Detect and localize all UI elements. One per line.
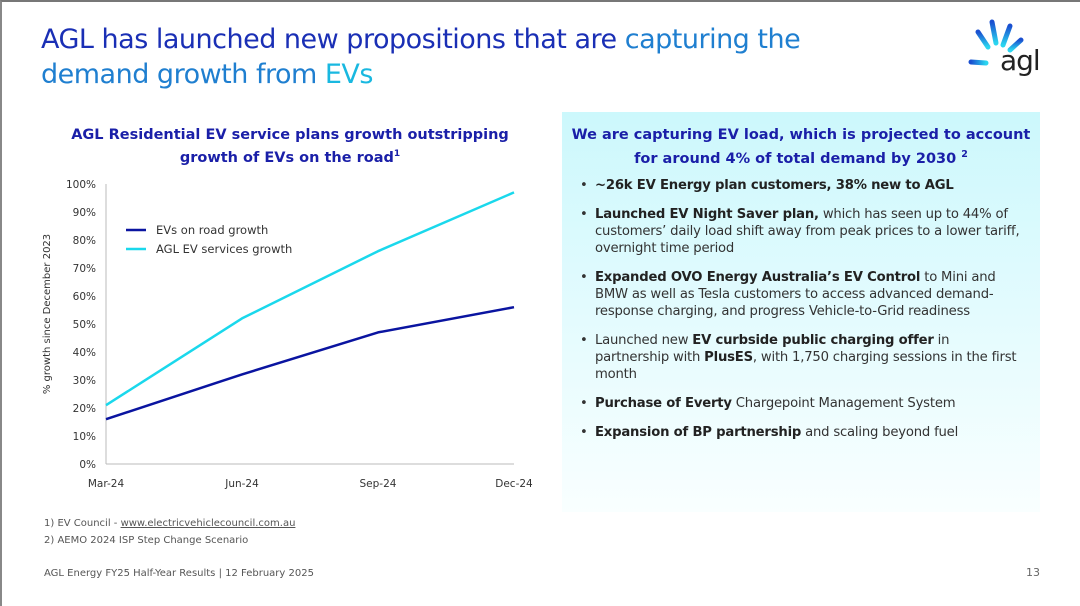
bullet-item: ~26k EV Energy plan customers, 38% new t… [580, 177, 1025, 194]
bullet-text: in partnership with [595, 333, 950, 365]
page-title: AGL has launched new propositions that a… [41, 22, 801, 92]
panel-title: We are capturing EV load, which is proje… [562, 126, 1040, 169]
y-tick-label: 80% [73, 235, 96, 247]
bullet-bold: Purchase of Everty [595, 396, 732, 411]
y-tick-label: 10% [73, 431, 96, 443]
chart-title: AGL Residential EV service plans growth … [40, 126, 540, 168]
bullet-item: Expanded OVO Energy Australia’s EV Contr… [580, 269, 1025, 320]
series-line-evs-on-road [105, 305, 515, 421]
series-group [105, 191, 515, 421]
x-tick-label: Sep-24 [360, 478, 397, 490]
y-tick-label: 40% [73, 347, 96, 359]
y-axis-label: % growth since December 2023 [42, 234, 53, 394]
footnote-1-link[interactable]: www.electricvehiclecouncil.com.au [120, 518, 296, 529]
title-part-4: EVs [324, 59, 374, 90]
y-tick-label: 70% [73, 263, 96, 275]
y-tick-label: 60% [73, 291, 96, 303]
y-tick-label: 20% [73, 403, 96, 415]
highlights-panel: We are capturing EV load, which is proje… [562, 112, 1040, 512]
bullet-item: Expansion of BP partnership and scaling … [580, 424, 1025, 441]
bullet-item: Launched new EV curbside public charging… [580, 332, 1025, 383]
bullet-text: Launched new [595, 333, 693, 348]
title-part-1: AGL has launched new propositions that a… [41, 24, 625, 55]
x-tick-label: Mar-24 [88, 478, 125, 490]
agl-logo-text: agl [1000, 44, 1041, 77]
bullet-bold: ~26k EV Energy plan customers, 38% new t… [595, 178, 954, 193]
bullet-bold: Launched EV Night Saver plan, [595, 207, 819, 222]
bullet-text: Chargepoint Management System [731, 396, 956, 411]
highlights-list: ~26k EV Energy plan customers, 38% new t… [580, 177, 1025, 453]
panel-title-footnote: 2 [961, 149, 968, 160]
footnote-1-text: 1) EV Council - [44, 518, 121, 529]
legend-label: AGL EV services growth [156, 242, 292, 256]
title-part-2: capturing the [624, 24, 801, 55]
chart-title-footnote: 1 [393, 149, 401, 159]
footnote-1: 1) EV Council - www.electricvehiclecounc… [44, 515, 295, 532]
bullet-bold: Expansion of BP partnership [595, 425, 802, 440]
bullet-item: Purchase of Everty Chargepoint Managemen… [580, 395, 1025, 412]
title-part-3: demand growth from [41, 59, 325, 90]
x-axis-ticks: Mar-24 Jun-24 Sep-24 Dec-24 [88, 478, 533, 490]
line-chart: 0% 10% 20% 30% 40% 50% 60% 70% 80% 90% 100% Mar-24… [42, 179, 533, 490]
y-tick-label: 0% [79, 459, 96, 471]
y-axis-ticks: 0% 10% 20% 30% 40% 50% 60% 70% 80% 90% 100% [66, 179, 96, 471]
y-tick-label: 50% [73, 319, 96, 331]
bullet-text: , with 1,750 charging sessions in the fi… [595, 350, 1017, 382]
chart-title-text: AGL Residential EV service plans growth … [71, 127, 509, 166]
footnote-2: 2) AEMO 2024 ISP Step Change Scenario [44, 535, 249, 546]
bullet-text: and scaling beyond fuel [801, 425, 959, 440]
agl-logo-rays-icon [968, 19, 1024, 66]
bullet-text: which has seen up to 44% of customers’ d… [595, 207, 1020, 256]
series-line-agl-ev-services [105, 191, 515, 407]
y-tick-label: 100% [66, 179, 96, 191]
page-number: 13 [1026, 566, 1040, 579]
bullet-item: Launched EV Night Saver plan, which has … [580, 206, 1025, 257]
x-tick-label: Dec-24 [495, 478, 533, 490]
chart-legend: EVs on road growth AGL EV services growth [126, 223, 292, 256]
bullet-text: to Mini and BMW as well as Tesla custome… [595, 270, 996, 319]
footnotes: 1) EV Council - www.electricvehiclecounc… [44, 515, 295, 549]
y-tick-label: 30% [73, 375, 96, 387]
x-tick-label: Jun-24 [224, 478, 259, 490]
bullet-bold: Expanded OVO Energy Australia’s EV Contr… [595, 270, 921, 285]
bullet-bold: PlusES [704, 350, 753, 365]
panel-title-text: We are capturing EV load, which is proje… [571, 127, 1031, 167]
y-tick-label: 90% [73, 207, 96, 219]
legend-label: EVs on road growth [156, 223, 268, 237]
footer-text: AGL Energy FY25 Half-Year Results | 12 F… [44, 568, 314, 579]
bullet-bold: EV curbside public charging offer [692, 333, 934, 348]
